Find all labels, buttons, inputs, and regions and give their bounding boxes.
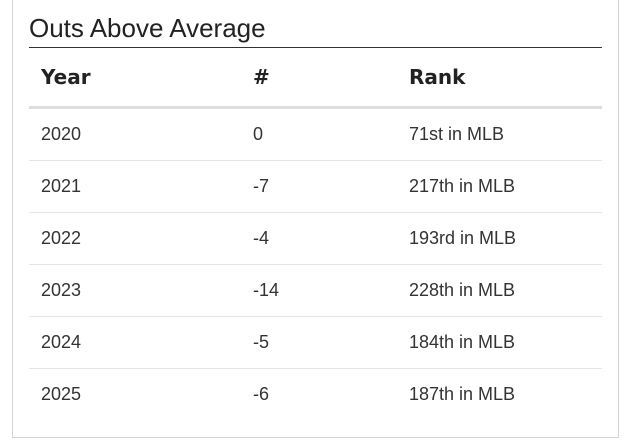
cell-value: -14	[241, 264, 397, 317]
cell-rank: 193rd in MLB	[397, 212, 602, 265]
table-row: 2020 0 71st in MLB	[29, 107, 602, 161]
column-header-year: Year	[29, 48, 241, 109]
section-title: Outs Above Average	[29, 13, 266, 43]
outs-above-average-table: Year # Rank 2020 0 71st in MLB 2021 -7 2…	[29, 48, 602, 420]
cell-year: 2020	[29, 107, 241, 161]
cell-rank: 187th in MLB	[409, 384, 516, 404]
table-row: 2024 -5 184th in MLB	[29, 316, 602, 369]
cell-value: -6	[253, 384, 270, 404]
cell-year: 2022	[29, 212, 241, 265]
cell-value: -7	[241, 160, 397, 213]
column-header-number: #	[241, 48, 397, 109]
table-row: 2022 -4 193rd in MLB	[29, 212, 602, 265]
cell-value: -4	[241, 212, 397, 265]
cell-year: 2021	[29, 160, 241, 213]
table-row: 2021 -7 217th in MLB	[29, 160, 602, 213]
column-header-rank: Rank	[397, 48, 602, 109]
cell-rank: 217th in MLB	[397, 160, 602, 213]
cell-value: 0	[241, 107, 397, 161]
table-header-row: Year # Rank	[29, 48, 602, 109]
title-divider	[29, 47, 602, 48]
cell-value: -5	[241, 316, 397, 369]
cell-rank: 71st in MLB	[397, 107, 602, 161]
cell-year: 2024	[29, 316, 241, 369]
table-row: 2025 -6 187th in MLB	[29, 369, 602, 421]
table-row: 2023 -14 228th in MLB	[29, 264, 602, 317]
cell-rank: 228th in MLB	[397, 264, 602, 317]
cell-year: 2023	[29, 264, 241, 317]
cell-year: 2025	[41, 384, 82, 404]
cell-rank: 184th in MLB	[397, 316, 602, 369]
